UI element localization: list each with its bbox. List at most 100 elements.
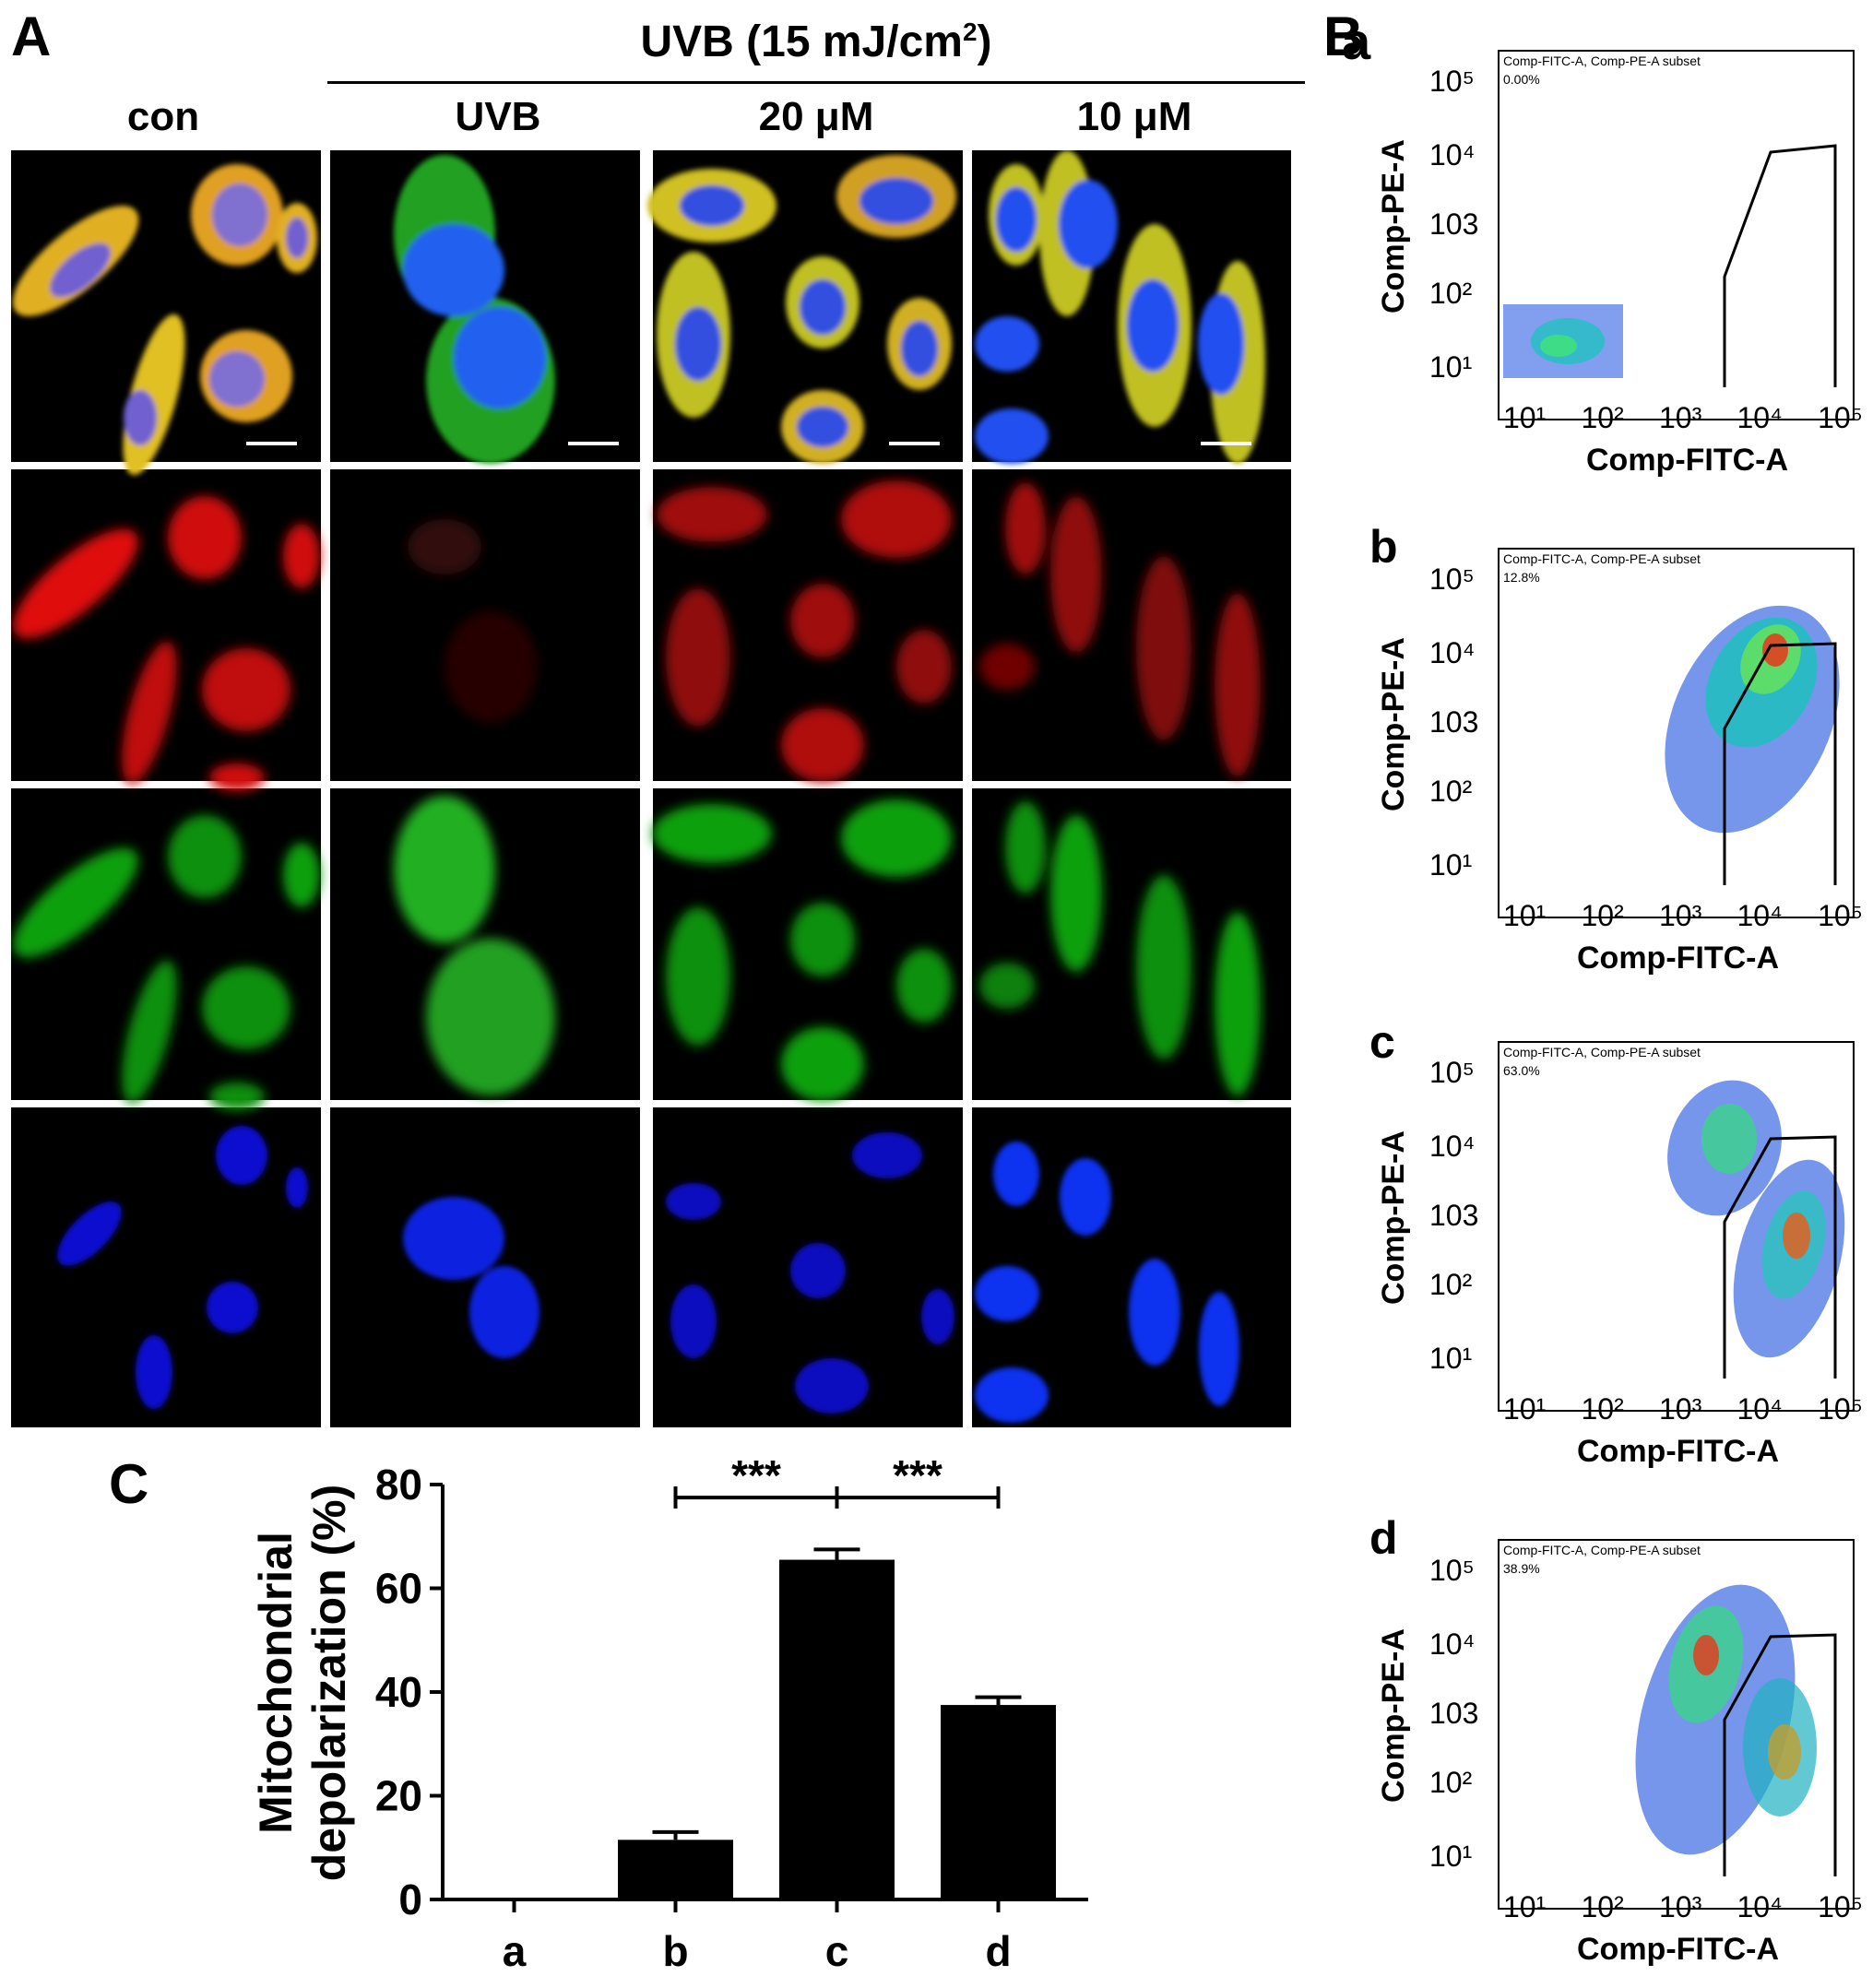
flow-plot-d-percent: 38.9%	[1503, 1561, 1540, 1576]
flow-plot-c-ytick-4: 10⁴	[1429, 1130, 1476, 1163]
chart-c-bar-d	[941, 1705, 1056, 1899]
merge-10um-cells	[975, 150, 1265, 464]
flow-plot-b-xticks: 10¹ 10² 10³ 10⁴ 10⁵	[1503, 899, 1863, 933]
chart-c-ytick-label: 20	[375, 1772, 422, 1820]
red-uvb-cells	[408, 519, 537, 722]
flow-plot-a-ytick-2: 10²	[1429, 277, 1473, 310]
flow-plot-d-ytick-2: 10²	[1429, 1766, 1473, 1799]
flow-plot-c-ytick-3: 103	[1429, 1199, 1479, 1232]
flow-plot-c-ytick-5: 10⁵	[1429, 1056, 1475, 1089]
flow-plot-d-xtick-3: 10³	[1659, 1890, 1702, 1923]
flow-plot-a-xtick-4: 10⁴	[1737, 401, 1783, 434]
flow-plot-c-sub: c	[1369, 1016, 1395, 1068]
flow-plot-a-xtick-2: 10²	[1581, 401, 1624, 434]
flow-plot-b-xtick-4: 10⁴	[1737, 899, 1783, 932]
flow-plot-b-xlabel: Comp-FITC-A	[1577, 941, 1780, 976]
flow-plot-b-xtick-2: 10²	[1581, 899, 1624, 932]
flow-plot-a-ytick-3: 103	[1429, 207, 1479, 241]
flow-plot-b-ytick-5: 10⁵	[1429, 562, 1475, 596]
flow-plot-c-events	[1667, 1080, 1845, 1358]
red-10um-cells	[979, 482, 1261, 777]
flow-plot-c-gate-title: Comp-FITC-A, Comp-PE-A subset	[1503, 1045, 1701, 1059]
panel-c-letter: C	[109, 1453, 149, 1515]
treatment-header-text: UVB (15 mJ/cm	[640, 18, 963, 66]
flow-plot-a-ytick-5: 10⁵	[1429, 65, 1475, 98]
green-20um-cells	[652, 799, 952, 1101]
flow-plot-b-ytick-3: 103	[1429, 705, 1479, 739]
chart-c-svg: 0 20 40 60 80 a b c d *** ***	[375, 1457, 1088, 1975]
merge-uvb-cells	[394, 155, 555, 464]
panel-b-letter: B	[1323, 6, 1364, 67]
chart-c-ylabel-line1: Mitochondrial	[250, 1532, 302, 1834]
flow-plot-a-xticks: 10¹ 10² 10³ 10⁴ 10⁵	[1503, 401, 1863, 435]
green-10um-cells	[979, 801, 1261, 1096]
flow-plot-c-xtick-2: 10²	[1581, 1392, 1624, 1426]
flow-plot-b-xtick-3: 10³	[1659, 899, 1702, 932]
chart-c-ytick-label: 40	[375, 1668, 422, 1716]
treatment-header: UVB (15 mJ/cm2)	[327, 17, 1305, 67]
flow-plot-d-xtick-5: 10⁵	[1818, 1890, 1863, 1923]
blue-20um-nuclei	[666, 1132, 954, 1414]
flow-plot-d-events	[1635, 1584, 1817, 1855]
flow-plot-c-svg	[1498, 1041, 1855, 1412]
flow-plot-a-xtick-1: 10¹	[1503, 401, 1547, 434]
flow-plot-c-xtick-1: 10¹	[1503, 1392, 1547, 1426]
blue-uvb-nuclei	[403, 1197, 539, 1358]
flow-plot-a-sub: a	[1342, 12, 1371, 70]
flow-plot-c-ytick-1: 10¹	[1429, 1342, 1473, 1375]
flow-plot-a-gate-title: Comp-FITC-A, Comp-PE-A subset	[1503, 53, 1701, 68]
flow-plot-d-ytick-3: 103	[1429, 1697, 1479, 1730]
flow-plot-d-xlabel: Comp-FITC-A	[1577, 1932, 1780, 1967]
flow-plot-c-xtick-5: 10⁵	[1818, 1392, 1863, 1426]
flow-plot-d-ytick-5: 10⁵	[1429, 1554, 1475, 1587]
green-uvb-cells	[394, 796, 555, 1095]
red-20um-cells	[657, 480, 952, 782]
flow-plot-d-gate-title: Comp-FITC-A, Comp-PE-A subset	[1503, 1543, 1701, 1557]
flow-plot-b-gate-title: Comp-FITC-A, Comp-PE-A subset	[1503, 551, 1701, 566]
flow-plot-a-svg	[1498, 50, 1855, 420]
flow-plot-a-events	[1503, 304, 1623, 378]
flow-plot-a-ytick-1: 10¹	[1429, 350, 1473, 384]
merge-con-cells	[12, 164, 317, 476]
flow-plot-c-xticks: 10¹ 10² 10³ 10⁴ 10⁵	[1503, 1392, 1863, 1426]
microscopy-grid	[11, 150, 1291, 1427]
flow-plot-d-xtick-1: 10¹	[1503, 1890, 1547, 1923]
column-header-10um: 10 μM	[1076, 94, 1192, 139]
flow-plot-a-xtick-5: 10⁵	[1818, 401, 1863, 434]
blue-con-nuclei	[57, 1126, 308, 1409]
chart-c-bar-b	[618, 1840, 733, 1899]
flow-plot-d-xticks: 10¹ 10² 10³ 10⁴ 10⁵	[1503, 1890, 1863, 1924]
flow-plot-b-ytick-1: 10¹	[1429, 848, 1473, 882]
flow-plot-a-ytick-4: 10⁴	[1429, 138, 1476, 172]
chart-c-ytick-label: 80	[375, 1461, 422, 1509]
red-con-cells	[13, 496, 320, 791]
green-con-cells	[13, 815, 320, 1110]
merge-20um-cells	[647, 155, 956, 464]
flow-plot-c: c Comp-FITC-A, Comp-PE-A subset 63.0% 10…	[1319, 1016, 1872, 1480]
flow-plot-b-ytick-4: 10⁴	[1429, 636, 1476, 669]
column-header-uvb: UVB	[455, 94, 541, 139]
chart-c-sig-label-0: ***	[731, 1457, 781, 1499]
flow-plot-a-xtick-3: 10³	[1659, 401, 1702, 434]
tile-backgrounds	[11, 150, 1291, 1427]
flow-plot-c-ytick-2: 10²	[1429, 1268, 1473, 1301]
flow-plot-d: d Comp-FITC-A, Comp-PE-A subset 38.9% 10…	[1319, 1512, 1872, 1978]
chart-c-category-label-a: a	[503, 1927, 527, 1975]
flow-plot-d-ylabel: Comp-PE-A	[1376, 1628, 1411, 1803]
flow-plot-c-percent: 63.0%	[1503, 1063, 1540, 1078]
chart-c-ytick-label: 60	[375, 1565, 422, 1613]
flow-plot-b-svg	[1498, 548, 1855, 918]
flow-plot-c-ylabel: Comp-PE-A	[1376, 1130, 1411, 1305]
chart-c-sig-label-1: ***	[893, 1457, 942, 1499]
flow-plot-b-percent: 12.8%	[1503, 570, 1540, 585]
chart-c-category-label-b: b	[662, 1927, 688, 1975]
treatment-header-line	[327, 81, 1305, 84]
chart-c-category-label-c: c	[825, 1927, 849, 1975]
flow-plot-b-xtick-1: 10¹	[1503, 899, 1547, 932]
blue-10um-nuclei	[975, 1142, 1239, 1423]
flow-plot-d-xtick-4: 10⁴	[1737, 1890, 1783, 1923]
chart-c-bar-c	[779, 1559, 895, 1899]
flow-plot-d-xtick-2: 10²	[1581, 1890, 1624, 1923]
flow-plot-b: b Comp-FITC-A, Comp-PE-A subset 12.8% 10…	[1319, 521, 1872, 987]
flow-plot-a-percent: 0.00%	[1503, 72, 1540, 87]
